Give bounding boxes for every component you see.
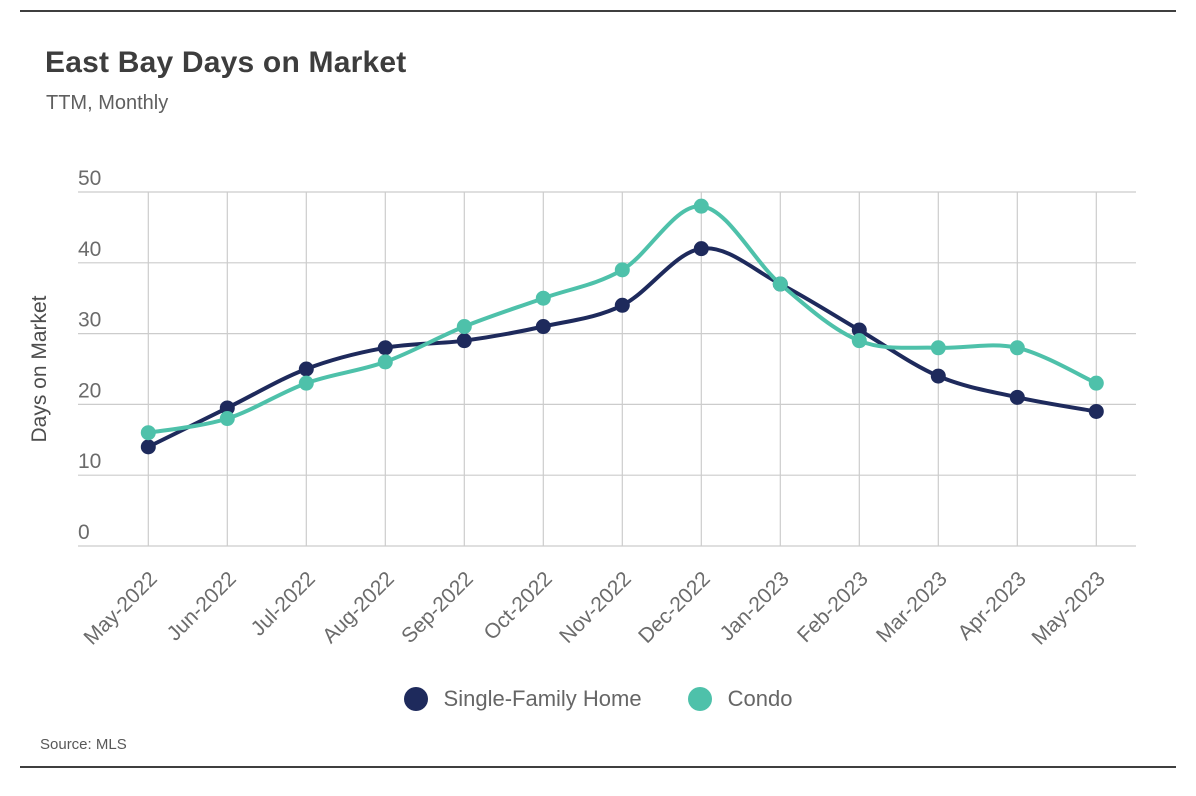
data-point [535, 290, 551, 306]
legend-label-condo: Condo [727, 686, 793, 711]
data-point [1009, 340, 1025, 356]
y-tick-label: 30 [78, 309, 101, 332]
legend-marker-condo [687, 687, 712, 711]
x-tick-label: Sep-2022 [397, 567, 478, 648]
data-point [1009, 389, 1025, 405]
series-points-condo [140, 198, 1104, 441]
data-point [456, 333, 472, 349]
x-tick-label: Nov-2022 [555, 567, 636, 648]
data-point [140, 425, 156, 441]
data-point [614, 262, 630, 278]
data-point [693, 241, 709, 257]
data-point [851, 333, 867, 349]
x-tick-label: Mar-2023 [872, 567, 952, 647]
data-point [930, 368, 946, 384]
x-tick-label: Oct-2022 [479, 567, 556, 644]
x-tick-label: Dec-2022 [634, 567, 715, 648]
data-point [1088, 375, 1104, 391]
line-chart: 0 10 20 30 40 50 May-2022 Jun-2022 Jul-2022Aug-2… [28, 167, 1136, 650]
x-tick-label: Jan-2023 [716, 567, 794, 645]
y-axis-title: Days on Market [28, 295, 51, 442]
data-point [930, 340, 946, 356]
y-tick-label: 10 [78, 450, 101, 473]
gridlines: 0 10 20 30 40 50 May-2022 Jun-2022 Jul-2022Aug-2… [78, 167, 1136, 650]
data-point [219, 411, 235, 427]
x-tick-label: Feb-2023 [793, 567, 873, 647]
data-point [614, 297, 630, 313]
legend-label-single-family-home: Single-Family Home [443, 686, 642, 711]
data-point [298, 361, 314, 377]
x-tick-label: May-2023 [1028, 567, 1110, 649]
chart-subtitle: TTM, Monthly [46, 92, 169, 114]
x-tick-label: May-2022 [80, 567, 162, 649]
source-note: Source: MLS [40, 736, 127, 753]
legend-marker-single-family-home [403, 687, 428, 711]
data-point [377, 340, 393, 356]
data-point [219, 400, 235, 416]
data-point [377, 354, 393, 370]
chart-title: East Bay Days on Market [45, 46, 407, 79]
y-tick-label: 20 [78, 379, 101, 402]
data-point [1088, 403, 1104, 419]
data-point [851, 322, 867, 338]
data-point [140, 439, 156, 455]
x-tick-label: Apr-2023 [953, 567, 1030, 644]
x-tick-label: Jul-2022 [247, 567, 320, 640]
data-point [535, 319, 551, 335]
y-tick-label: 40 [78, 238, 101, 261]
x-tick-label: Jun-2022 [163, 567, 241, 645]
y-tick-label: 50 [78, 167, 101, 190]
bottom-rule [20, 766, 1176, 768]
data-point [772, 276, 788, 292]
top-rule [20, 10, 1176, 12]
x-tick-label: Aug-2022 [318, 567, 399, 648]
data-point [456, 319, 472, 335]
y-tick-label: 0 [78, 521, 90, 544]
data-point [298, 375, 314, 391]
data-point [693, 198, 709, 214]
chart-legend: Single-Family Home Condo [0, 686, 1196, 712]
